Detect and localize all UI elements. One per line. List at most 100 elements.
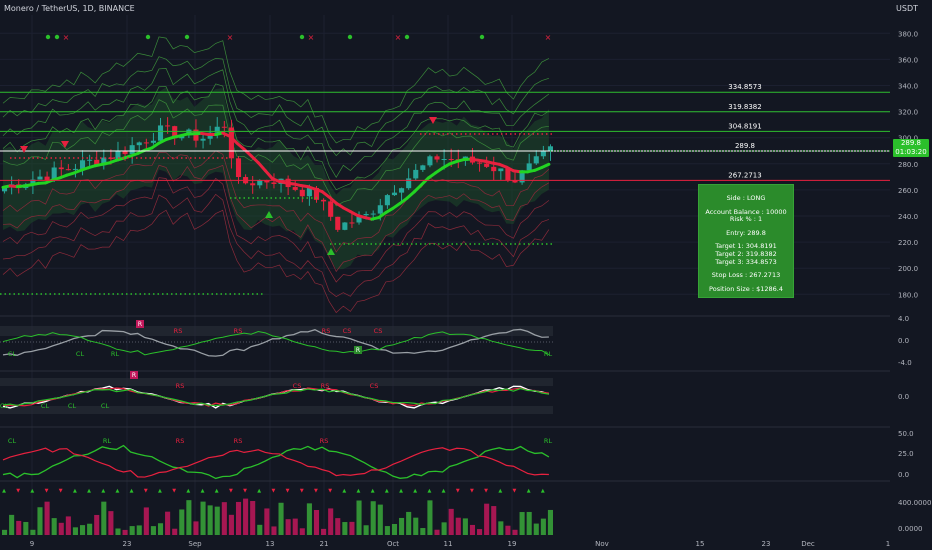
volume-signal-arrow: ▼ [328, 488, 332, 494]
volume-bar [172, 528, 178, 535]
oscillator-1-axis-label: 4.0 [898, 315, 909, 323]
oscillator-1-axis-label: -4.0 [898, 359, 912, 367]
volume-bar [108, 511, 114, 535]
volume-bar [477, 529, 483, 535]
target-level-label: 319.8382 [728, 103, 761, 111]
oscillator-1-marker: CS [343, 327, 352, 335]
candle [186, 129, 192, 136]
candle [65, 169, 71, 171]
moving-average-segment [263, 169, 274, 181]
signal-dot [479, 34, 485, 40]
volume-bar [342, 522, 348, 535]
target-level-label: 304.8191 [728, 122, 761, 130]
candle [491, 166, 497, 172]
volume-axis-label: 400.0000 [898, 499, 931, 507]
oscillator-3-axis-label: 50.0 [898, 430, 914, 438]
signal-dot [404, 34, 410, 40]
oscillator-1-marker: RL [544, 350, 553, 358]
signal-dot [54, 34, 60, 40]
bar-countdown: 01:03:20 [895, 148, 927, 156]
volume-bar [257, 524, 263, 535]
price-axis-label: 320.0 [898, 109, 918, 117]
candle [79, 160, 86, 169]
signal-dot [45, 34, 51, 40]
candle [540, 151, 546, 157]
envelope-line-upper [2, 68, 550, 179]
candle [214, 126, 220, 133]
candle [292, 187, 298, 190]
volume-bar [547, 509, 553, 535]
volume-bar [30, 529, 36, 535]
volume-bar [384, 526, 390, 535]
candle [157, 125, 164, 141]
candle [172, 126, 178, 139]
candle [101, 157, 107, 166]
volume-bar [335, 518, 341, 535]
volume-bar [150, 526, 156, 535]
oscillator-1-marker: R [138, 321, 142, 328]
volume-signal-arrow: ▲ [357, 488, 361, 494]
price-axis-label: 300.0 [898, 135, 918, 143]
time-axis-label: 15 [696, 540, 705, 548]
oscillator-3-marker: RL [103, 437, 112, 445]
buy-signal-triangle [327, 248, 335, 255]
candle [321, 199, 327, 202]
candle [165, 125, 171, 127]
volume-signal-arrow: ▲ [342, 488, 346, 494]
candle [150, 140, 156, 143]
time-axis-label: 21 [320, 540, 329, 548]
volume-bar [51, 518, 57, 535]
buy-signal-triangle [265, 211, 273, 218]
time-axis-label: Oct [387, 540, 399, 548]
price-axis-label: 360.0 [898, 56, 918, 64]
volume-bar [221, 502, 227, 535]
oscillator-3-marker: RS [176, 437, 185, 445]
candle [335, 216, 341, 230]
volume-bar [413, 517, 419, 535]
moving-average-segment [228, 134, 239, 145]
volume-signal-arrow: ▼ [144, 488, 148, 494]
volume-bar [58, 522, 64, 535]
candle [72, 168, 78, 170]
volume-signal-arrow: ▲ [399, 488, 403, 494]
candle [271, 182, 277, 184]
oscillator-3-marker: RS [320, 437, 329, 445]
oscillator-2-slow [2, 387, 550, 407]
info-entry: Entry: 289.8 [726, 228, 766, 237]
volume-signal-arrow: ▲ [158, 488, 162, 494]
volume-signal-arrow: ▼ [172, 488, 176, 494]
volume-bar [441, 522, 447, 535]
info-side: Side : LONG [726, 194, 766, 202]
volume-bar [299, 528, 305, 535]
volume-bar [363, 525, 369, 535]
oscillator-1-axis-label: 0.0 [898, 337, 909, 345]
candle [484, 163, 490, 167]
oscillator-band [0, 378, 553, 386]
info-balance: Account Balance : 10000 [705, 207, 787, 216]
volume-signal-arrow: ▲ [442, 488, 446, 494]
price-axis-label: 380.0 [898, 30, 918, 38]
candle [44, 176, 50, 181]
volume-bar [87, 523, 93, 535]
info-position-size: Position Size : $1286.4 [709, 284, 783, 293]
volume-bar [406, 511, 412, 535]
signal-x-mark: × [308, 33, 315, 42]
volume-bar [455, 517, 461, 535]
candle [477, 162, 483, 164]
candle [519, 170, 525, 183]
volume-bar [533, 523, 539, 535]
envelope-line-upper [2, 99, 549, 207]
candle [413, 169, 419, 179]
oscillator-band [0, 406, 553, 414]
candle [87, 159, 93, 161]
oscillator-1-marker: CL [8, 350, 17, 358]
candle [136, 142, 142, 146]
volume-bar [44, 501, 50, 535]
info-target-2: Target 2: 319.8382 [715, 249, 777, 258]
candle [342, 222, 348, 230]
volume-signal-arrow: ▼ [470, 488, 474, 494]
oscillator-2-axis-label: 0.0 [898, 393, 909, 401]
volume-bar [101, 501, 107, 535]
sell-signal-triangle [20, 146, 28, 153]
